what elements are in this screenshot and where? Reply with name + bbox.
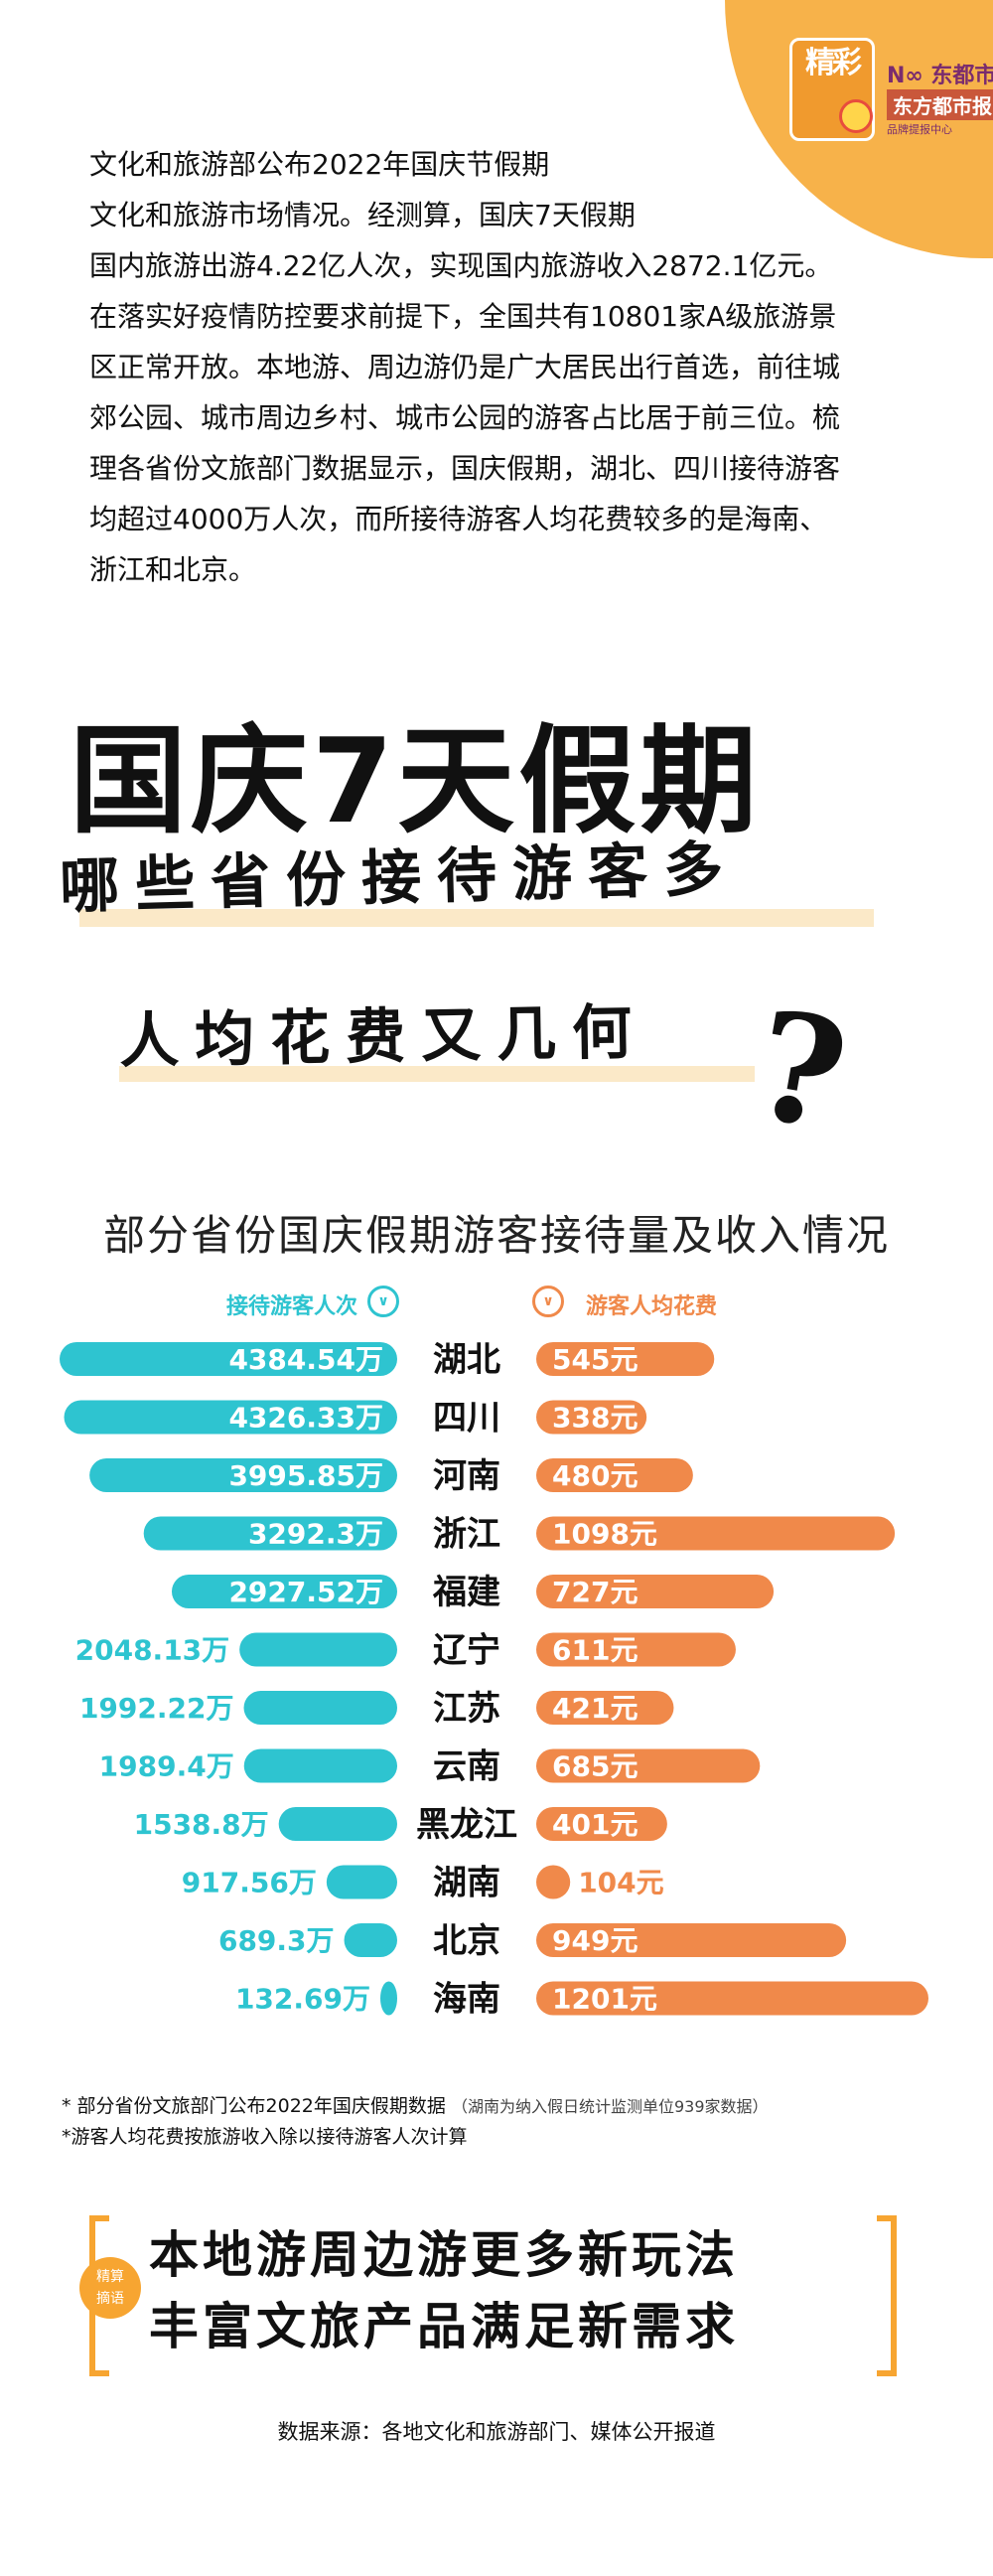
intro-line: 均超过4000万人次，而所接待游客人均花费较多的是海南、 (89, 503, 828, 535)
spending-label: 949元 (552, 1924, 638, 1957)
spending-label: 104元 (578, 1867, 663, 1899)
summary-tag-line: 精算 (96, 2269, 124, 2285)
visitors-bar (344, 1923, 397, 1957)
spending-label: 1201元 (552, 1983, 657, 2016)
spending-bar (536, 1575, 775, 1608)
spending-label: 727元 (552, 1576, 638, 1608)
footnote-1-detail: （湖南为纳入假日统计监测单位939家数据） (451, 2097, 769, 2116)
legend-visitors: 接待游客人次 (226, 1294, 358, 1319)
spending-label: 480元 (552, 1459, 638, 1492)
footnote-1: * 部分省份文旅部门公布2022年国庆假期数据 (62, 2095, 446, 2117)
logo-text: 精彩 (805, 46, 862, 80)
province-label: 河南 (433, 1456, 500, 1496)
intro-line: 文化和旅游市场情况。经测算，国庆7天假期 (89, 199, 636, 231)
spending-label: 421元 (552, 1692, 638, 1725)
spending-bar (536, 1632, 736, 1667)
intro-line: 区正常开放。本地游、周边游仍是广大居民出行首选，前往城 (89, 351, 841, 383)
visitors-bar (278, 1807, 397, 1841)
province-label: 江苏 (433, 1689, 500, 1729)
legend-spending: 游客人均花费 (586, 1294, 718, 1319)
summary-tag-line: 摘语 (96, 2291, 124, 2307)
visitors-label: 4326.33万 (228, 1402, 383, 1435)
spending-bar (536, 1400, 647, 1435)
data-source: 数据来源：各地文化和旅游部门、媒体公开报道 (277, 2420, 716, 2444)
visitors-label: 132.69万 (235, 1983, 370, 2016)
visitors-bar (239, 1632, 397, 1667)
highlight-bar (119, 1066, 755, 1082)
spending-bar (536, 1691, 674, 1725)
province-label: 浙江 (433, 1515, 500, 1555)
spending-label: 338元 (552, 1402, 638, 1435)
visitors-label: 1538.8万 (134, 1808, 269, 1841)
province-label: 福建 (432, 1573, 500, 1612)
province-label: 四川 (433, 1399, 500, 1439)
bracket-right (877, 2215, 897, 2376)
spending-bar (536, 1342, 715, 1376)
visitors-bar (89, 1458, 397, 1492)
intro-paragraph: 文化和旅游部公布2022年国庆节假期 文化和旅游市场情况。经测算，国庆7天假期 … (89, 139, 904, 595)
spending-bar (536, 1516, 896, 1551)
spending-bar (536, 1981, 928, 2016)
chart-title: 部分省份国庆假期游客接待量及收入情况 (102, 1211, 890, 1260)
visitors-label: 1989.4万 (99, 1750, 234, 1783)
visitors-bar (64, 1400, 397, 1435)
visitors-bar (60, 1342, 397, 1376)
province-label: 海南 (433, 1980, 500, 2020)
spending-bar (536, 1865, 571, 1899)
slogan-line-2: 丰富文旅产品满足新需求 (149, 2297, 739, 2355)
slogan-line-1: 本地游周边游更多新玩法 (149, 2225, 739, 2284)
spending-label: 611元 (552, 1634, 638, 1667)
highlight-bar (79, 909, 874, 927)
province-label: 辽宁 (433, 1631, 500, 1671)
visitors-bar (326, 1865, 397, 1899)
chevron-down-icon: ∨ (367, 1286, 399, 1317)
visitors-bar (243, 1691, 397, 1725)
summary-tag: 精算 摘语 (79, 2257, 141, 2319)
visitors-label: 917.56万 (182, 1867, 317, 1899)
intro-line: 文化和旅游部公布2022年国庆节假期 (89, 148, 550, 181)
spending-label: 1098元 (552, 1518, 657, 1551)
province-label: 湖南 (433, 1864, 500, 1903)
footnote-2: *游客人均花费按旅游收入除以接待游客人次计算 (62, 2126, 468, 2148)
visitors-label: 2048.13万 (75, 1634, 230, 1667)
province-label: 黑龙江 (416, 1805, 517, 1845)
page-title: 国庆7天假期 (70, 712, 762, 849)
visitors-bar (143, 1516, 397, 1551)
province-label: 湖北 (433, 1340, 500, 1380)
visitors-label: 3995.85万 (228, 1459, 383, 1492)
visitors-bar (171, 1575, 397, 1608)
province-label: 北京 (433, 1921, 500, 1961)
visitors-label: 3292.3万 (248, 1518, 383, 1551)
spending-label: 401元 (552, 1808, 638, 1841)
visitors-bar (243, 1748, 397, 1783)
province-label: 云南 (433, 1747, 500, 1787)
brand-name-3: 品牌提报中心 (887, 123, 952, 136)
spending-bar (536, 1923, 847, 1957)
visitors-bar (380, 1981, 397, 2016)
intro-line: 在落实好疫情防控要求前提下，全国共有10801家A级旅游景 (89, 300, 837, 333)
visitors-label: 1992.22万 (79, 1692, 234, 1725)
brand-name-1: N∞ 东都市快 (887, 64, 993, 88)
brand-name-2: 东方都市报 (887, 89, 993, 120)
spending-bar (536, 1458, 693, 1492)
visitors-label: 4384.54万 (228, 1343, 383, 1376)
visitors-label: 2927.52万 (228, 1576, 383, 1608)
intro-line: 国内旅游出游4.22亿人次，实现国内旅游收入2872.1亿元。 (89, 249, 833, 282)
spending-bar (536, 1807, 667, 1841)
lion-face-icon (839, 99, 873, 133)
visitors-label: 689.3万 (218, 1924, 335, 1957)
spending-label: 685元 (552, 1750, 638, 1783)
spending-label: 545元 (552, 1343, 638, 1376)
intro-line: 理各省份文旅部门数据显示，国庆假期，湖北、四川接待游客 (89, 452, 841, 485)
footnotes: * 部分省份文旅部门公布2022年国庆假期数据 （湖南为纳入假日统计监测单位93… (62, 2091, 769, 2152)
chevron-down-icon: ∨ (532, 1286, 564, 1317)
intro-line: 浙江和北京。 (89, 553, 257, 586)
intro-line: 郊公园、城市周边乡村、城市公园的游客占比居于前三位。梳 (89, 401, 841, 434)
spending-bar (536, 1748, 761, 1783)
